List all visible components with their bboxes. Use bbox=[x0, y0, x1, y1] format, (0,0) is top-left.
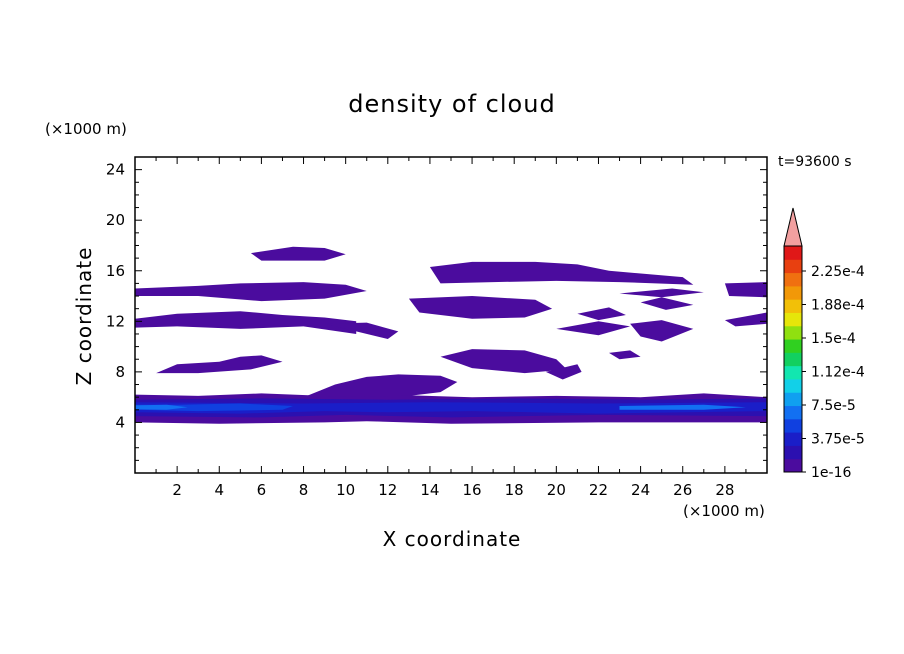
x-tick-label-16: 16 bbox=[463, 481, 482, 499]
colorbar-segment-4 bbox=[784, 405, 802, 420]
x-tick-label-2: 2 bbox=[172, 481, 182, 499]
cloud-region-9 bbox=[545, 364, 582, 380]
x-axis-label: X coordinate bbox=[383, 527, 522, 551]
y-tick-label-12: 12 bbox=[106, 312, 125, 330]
chart-title: density of cloud bbox=[348, 90, 555, 118]
colorbar-extend-arrow bbox=[783, 207, 803, 247]
cloud-region-16 bbox=[724, 282, 767, 298]
cloud-region-8 bbox=[440, 349, 567, 374]
cloud-region-7 bbox=[156, 355, 283, 374]
cloud-region-11 bbox=[324, 322, 399, 339]
time-label: t=93600 s bbox=[778, 154, 852, 170]
y-axis-label: Z coordinate bbox=[72, 247, 96, 386]
y-tick-label-20: 20 bbox=[106, 211, 125, 229]
x-axis: 2 4 6 8 10 12 14 16 18 20 22 24 26 28 bbox=[155, 157, 747, 499]
colorbar-label-2: 7.5e-5 bbox=[811, 398, 856, 414]
colorbar-segment-1 bbox=[784, 445, 802, 460]
x-tick-label-24: 24 bbox=[631, 481, 650, 499]
cloud-region-3 bbox=[135, 403, 293, 412]
colorbar-segment-2 bbox=[784, 432, 802, 446]
x-unit-label: (×1000 m) bbox=[683, 502, 765, 520]
cloud-region-4 bbox=[135, 404, 188, 410]
cloud-region-14 bbox=[429, 261, 694, 285]
cloud-region-5 bbox=[619, 404, 746, 410]
x-tick-label-6: 6 bbox=[257, 481, 267, 499]
cloud-region-6 bbox=[303, 374, 458, 398]
y-tick-label-4: 4 bbox=[115, 413, 125, 431]
cloud-region-13 bbox=[135, 282, 367, 302]
cloud-region-21 bbox=[619, 288, 704, 298]
x-tick-label-18: 18 bbox=[505, 481, 524, 499]
x-tick-label-10: 10 bbox=[336, 481, 355, 499]
colorbar-segment-10 bbox=[784, 325, 802, 340]
x-tick-label-8: 8 bbox=[299, 481, 309, 499]
colorbar-segment-6 bbox=[784, 378, 802, 393]
cloud-region-12 bbox=[408, 296, 553, 319]
cloud-region-19 bbox=[630, 320, 694, 342]
y-unit-label: (×1000 m) bbox=[45, 120, 127, 138]
x-tick-label-14: 14 bbox=[420, 481, 439, 499]
x-tick-label-22: 22 bbox=[589, 481, 608, 499]
colorbar-segment-9 bbox=[784, 339, 802, 353]
cloud-region-23 bbox=[609, 350, 641, 360]
cloud-region-20 bbox=[640, 297, 694, 310]
colorbar-segment-12 bbox=[784, 299, 802, 313]
x-tick-label-26: 26 bbox=[673, 481, 692, 499]
colorbar-segment-15 bbox=[784, 259, 802, 274]
colorbar-segment-3 bbox=[784, 418, 802, 433]
x-tick-label-12: 12 bbox=[378, 481, 397, 499]
x-tick-label-20: 20 bbox=[547, 481, 566, 499]
colorbar-segment-14 bbox=[784, 272, 802, 287]
colorbar-segment-16 bbox=[784, 246, 802, 260]
cloud-region-17 bbox=[724, 312, 767, 327]
colorbar-label-5: 1.88e-4 bbox=[811, 298, 865, 314]
colorbar-label-4: 1.5e-4 bbox=[811, 331, 856, 347]
y-tick-label-8: 8 bbox=[115, 363, 125, 381]
colorbar-label-0: 1e-16 bbox=[811, 465, 851, 481]
y-tick-label-16: 16 bbox=[106, 262, 125, 280]
cloud-region-2 bbox=[135, 402, 767, 414]
density-contours bbox=[135, 246, 767, 424]
colorbar-segment-7 bbox=[784, 365, 802, 380]
colorbar-segment-0 bbox=[784, 458, 802, 473]
y-tick-label-24: 24 bbox=[106, 161, 125, 179]
colorbar-segment-8 bbox=[784, 352, 802, 367]
cloud-region-10 bbox=[135, 311, 357, 334]
cloud-region-22 bbox=[577, 307, 626, 321]
colorbar-segment-11 bbox=[784, 312, 802, 327]
colorbar-segment-13 bbox=[784, 285, 802, 300]
colorbar-frame bbox=[783, 245, 803, 473]
x-tick-label-4: 4 bbox=[214, 481, 224, 499]
colorbar-label-6: 2.25e-4 bbox=[811, 264, 865, 280]
y-axis: 4 8 12 16 20 24 bbox=[106, 156, 767, 461]
colorbar-label-3: 1.12e-4 bbox=[811, 365, 865, 381]
cloud-region-18 bbox=[556, 321, 631, 336]
x-tick-label-28: 28 bbox=[715, 481, 734, 499]
colorbar: 1e-16 3.75e-5 7.5e-5 1.12e-4 1.5e-4 1.88e-4 2.… bbox=[783, 207, 865, 481]
colorbar-segment-5 bbox=[784, 392, 802, 407]
colorbar-label-1: 3.75e-5 bbox=[811, 432, 865, 448]
cloud-region-15 bbox=[250, 246, 346, 261]
